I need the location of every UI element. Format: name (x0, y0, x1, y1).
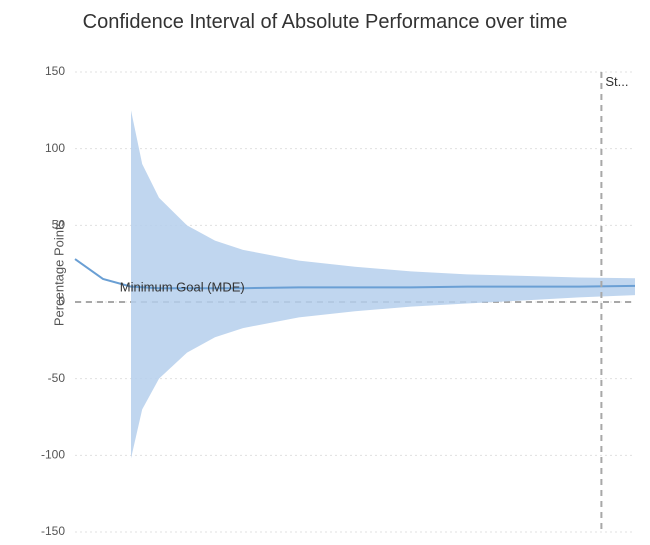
ytick-label: 0 (58, 294, 65, 308)
ytick-label: 150 (45, 64, 65, 78)
ytick-label: 50 (52, 218, 66, 232)
vref-label: St... (605, 74, 628, 89)
plot-svg: St... -150 -100 -50 0 50 100 150 Minimum Goal … (0, 0, 650, 545)
ci-chart: Confidence Interval of Absolute Performa… (0, 0, 650, 545)
mde-label: Minimum Goal (MDE) (120, 279, 245, 294)
ytick-label: -150 (41, 524, 65, 538)
ytick-label: 100 (45, 141, 65, 155)
ytick-label: -100 (41, 448, 65, 462)
ytick-label: -50 (48, 371, 66, 385)
